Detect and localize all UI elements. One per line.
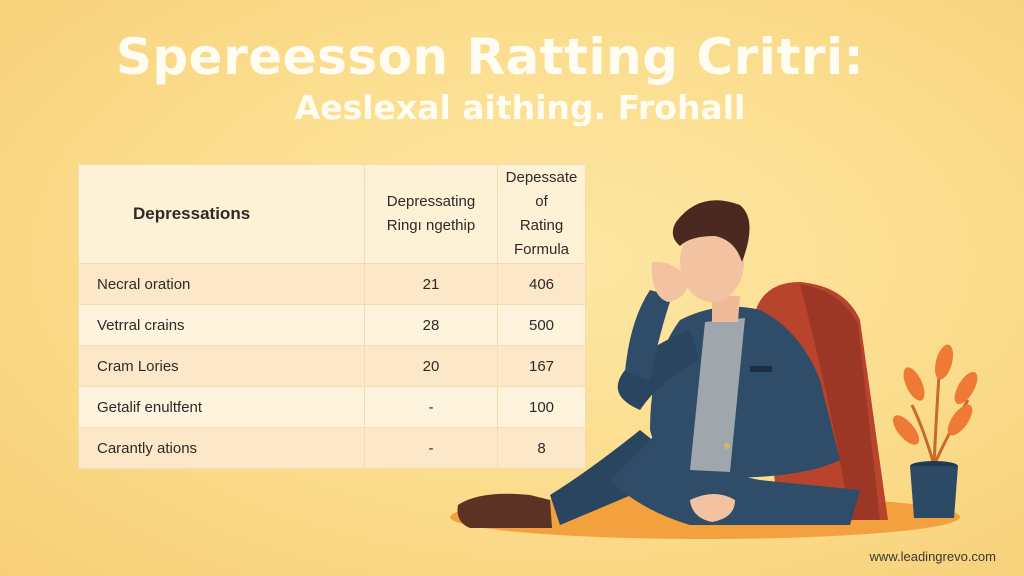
page-title: Spereesson Ratting Critri:	[115, 28, 865, 86]
footer-url: www.leadingrevo.com	[869, 549, 996, 564]
row-label: Cram Lories	[78, 345, 365, 387]
hand	[690, 494, 735, 522]
column-header-line: Depessate of	[505, 169, 578, 210]
table-cell: 20	[364, 345, 498, 387]
table-cell: 406	[497, 263, 586, 305]
torso	[650, 306, 840, 479]
head	[672, 200, 750, 322]
row-label: Carantly ations	[78, 427, 365, 469]
table-cell: 100	[497, 386, 586, 428]
table-cell: 21	[364, 263, 498, 305]
table-row: Getalif enultfent - 100	[78, 386, 586, 428]
sad-man-illustration	[450, 200, 978, 539]
table-row: Carantly ations - 8	[78, 427, 586, 469]
row-label: Necral oration	[78, 263, 365, 305]
column-header-line: Depressating	[386, 193, 476, 210]
table-cell: -	[364, 427, 498, 469]
table-header-row: Depressations Depressating Ringı ngethip…	[78, 164, 586, 264]
row-label: Getalif enultfent	[78, 386, 365, 428]
table-cell: 167	[497, 345, 586, 387]
table-row: Cram Lories 20 167	[78, 345, 586, 387]
column-header-line: Depressations	[133, 204, 251, 223]
column-header-line: Ringı ngethip	[386, 217, 476, 234]
table-row: Necral oration 21 406	[78, 263, 586, 305]
page-subtitle: Aeslexal aithing. Frohall	[294, 88, 746, 127]
table-cell: 8	[497, 427, 586, 469]
potted-plant	[892, 344, 978, 518]
column-header: Depressations	[78, 164, 365, 264]
table-row: Vetrral crains 28 500	[78, 304, 586, 346]
column-header: Depressating Ringı ngethip	[364, 164, 498, 264]
arm	[617, 261, 700, 410]
table-cell: 28	[364, 304, 498, 346]
table-cell: 500	[497, 304, 586, 346]
column-header-line: Rating Formula	[513, 217, 569, 258]
rating-table: Depressations Depressating Ringı ngethip…	[78, 164, 586, 469]
row-label: Vetrral crains	[78, 304, 365, 346]
